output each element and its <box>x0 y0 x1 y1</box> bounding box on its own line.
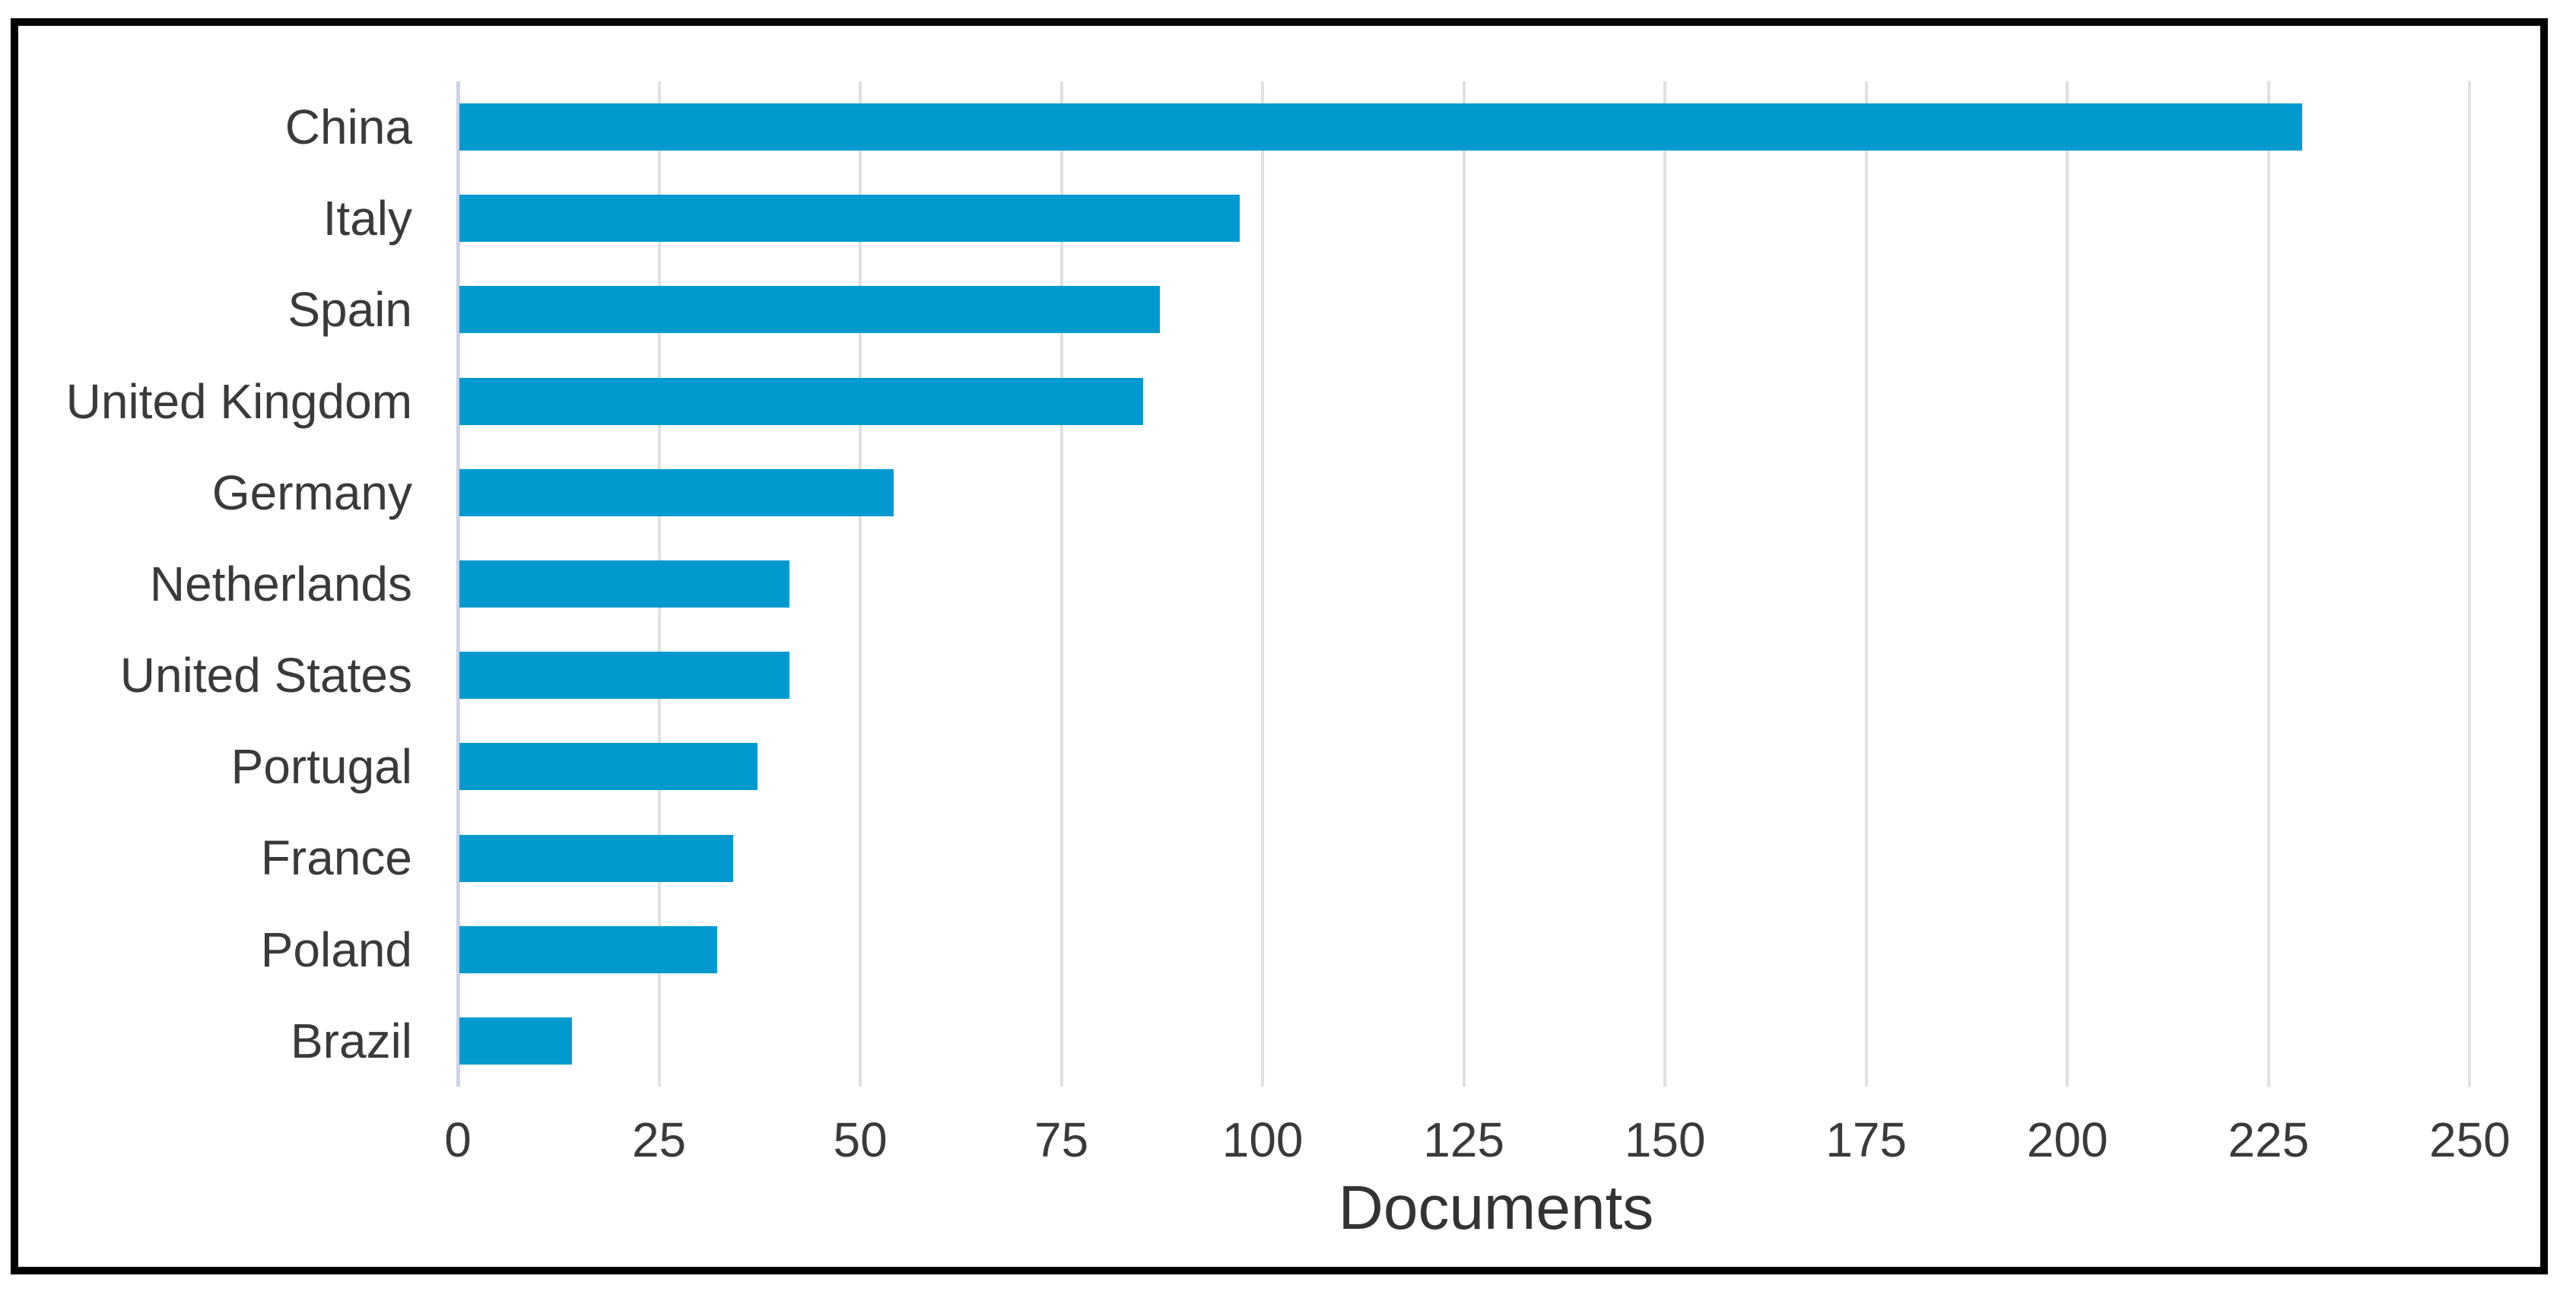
x-axis-title: Documents <box>1338 1173 1654 1242</box>
gridline-200 <box>2066 81 2069 1087</box>
category-label-brazil: Brazil <box>290 1013 412 1068</box>
bar-united-states <box>459 652 789 700</box>
bar-italy <box>459 195 1240 243</box>
x-tick-label-200: 200 <box>2026 1112 2108 1167</box>
plot-area <box>456 81 2534 1087</box>
bar-brazil <box>459 1017 573 1065</box>
gridline-225 <box>2266 81 2270 1087</box>
category-label-china: China <box>284 100 412 154</box>
gridline-125 <box>1462 81 1466 1087</box>
gridline-100 <box>1261 81 1265 1087</box>
x-tick-label-50: 50 <box>833 1112 888 1167</box>
gridline-175 <box>1864 81 1868 1087</box>
x-axis-tick-labels: 0 25 50 75 100 125 150 175 200 225 250 <box>444 1106 2534 1174</box>
gridline-250 <box>2468 81 2472 1087</box>
x-tick-label-175: 175 <box>1825 1112 1907 1167</box>
gridline-75 <box>1059 81 1063 1087</box>
bar-netherlands <box>459 560 789 608</box>
x-tick-label-125: 125 <box>1423 1112 1505 1167</box>
x-tick-label-75: 75 <box>1034 1112 1089 1167</box>
x-tick-label-250: 250 <box>2428 1112 2511 1167</box>
category-label-netherlands: Netherlands <box>149 556 412 611</box>
bar-portugal <box>459 743 758 791</box>
bar-france <box>459 834 733 882</box>
gridline-50 <box>859 81 862 1087</box>
x-tick-label-100: 100 <box>1221 1112 1304 1167</box>
category-label-france: France <box>260 830 412 886</box>
x-tick-label-225: 225 <box>2228 1112 2310 1167</box>
bar-poland <box>459 925 717 973</box>
chart-frame: China Italy Spain United Kingdom Germany Neth… <box>11 18 2548 1274</box>
bar-china <box>459 103 2303 151</box>
gridline-150 <box>1663 81 1667 1087</box>
category-label-italy: Italy <box>322 191 412 246</box>
y-axis-category-labels: China Italy Spain United Kingdom Germany Neth… <box>18 81 412 1087</box>
x-tick-label-150: 150 <box>1624 1112 1706 1167</box>
category-label-germany: Germany <box>211 465 412 520</box>
x-tick-label-0: 0 <box>444 1112 472 1167</box>
category-label-spain: Spain <box>287 282 412 338</box>
bar-united-kingdom <box>459 377 1144 425</box>
category-label-portugal: Portugal <box>230 739 412 795</box>
y-axis-line <box>456 81 460 1087</box>
category-label-united-states: United States <box>119 648 412 703</box>
category-label-poland: Poland <box>260 922 412 977</box>
bar-germany <box>459 468 894 516</box>
bar-spain <box>459 286 1160 334</box>
category-label-united-kingdom: United Kingdom <box>65 373 412 429</box>
x-tick-label-25: 25 <box>631 1112 687 1167</box>
